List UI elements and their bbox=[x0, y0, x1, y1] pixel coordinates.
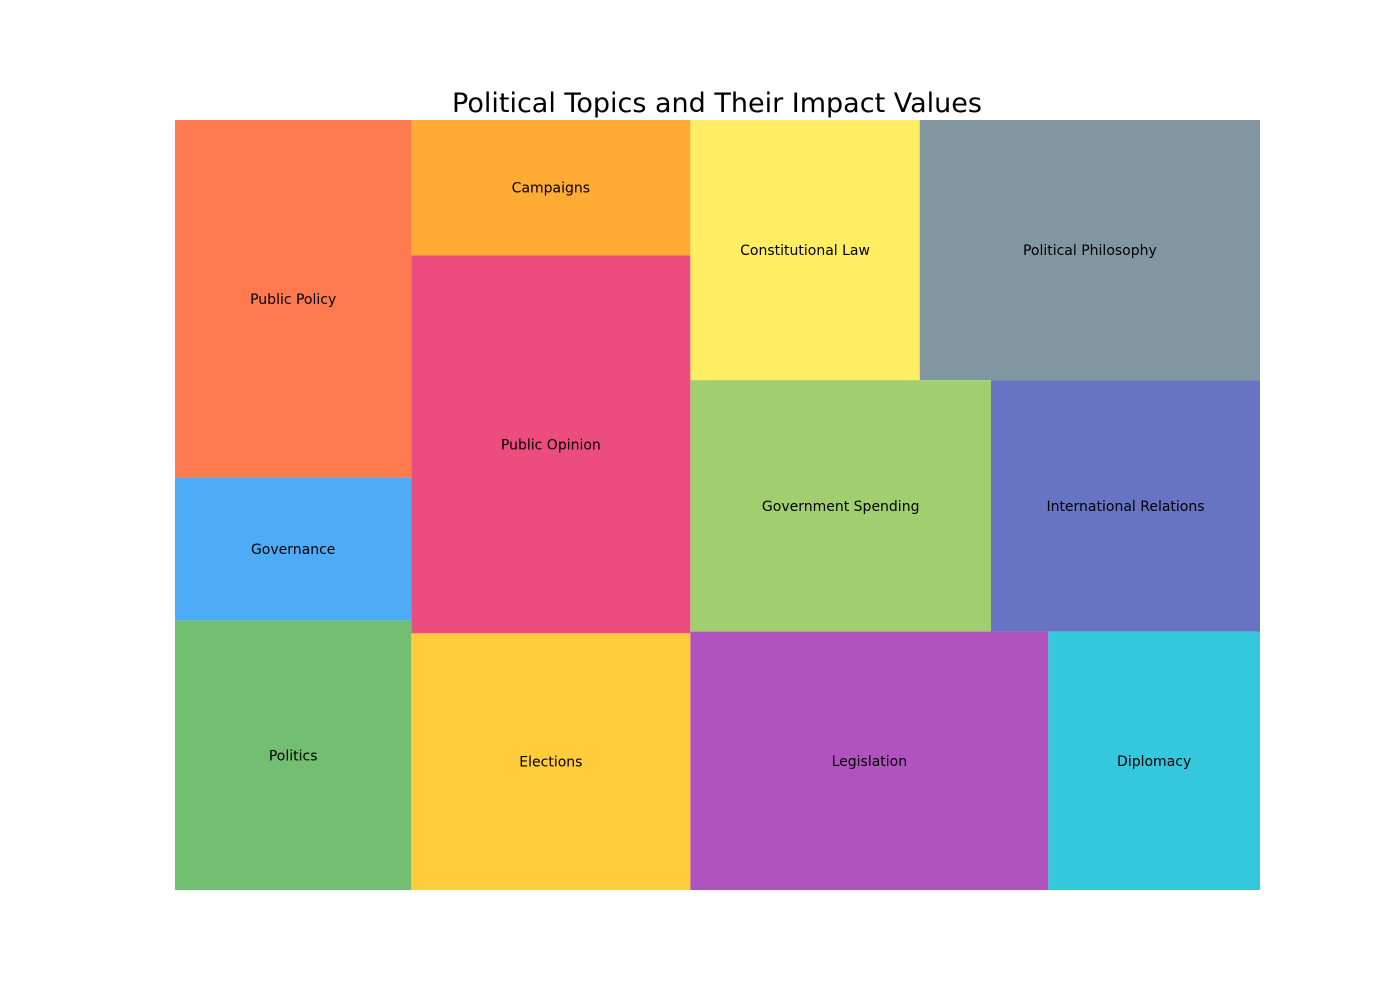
tile-label-constitutional-law: Constitutional Law bbox=[740, 243, 870, 259]
tile-diplomacy bbox=[1048, 631, 1260, 890]
chart-title: Political Topics and Their Impact Values bbox=[452, 88, 982, 119]
tile-label-governance: Governance bbox=[251, 542, 335, 558]
tile-constitutional-law bbox=[690, 120, 920, 381]
tile-public-policy bbox=[175, 120, 412, 478]
tile-international-relations bbox=[991, 380, 1260, 632]
tile-politics bbox=[175, 620, 412, 890]
tile-legislation bbox=[690, 631, 1049, 890]
tile-governance bbox=[175, 477, 412, 621]
tile-label-legislation: Legislation bbox=[832, 754, 908, 770]
tile-government-spending bbox=[690, 380, 992, 632]
tile-political-philosophy bbox=[919, 120, 1260, 381]
tile-label-elections: Elections bbox=[519, 755, 582, 771]
tile-label-politics: Politics bbox=[269, 748, 318, 764]
tile-label-government-spending: Government Spending bbox=[762, 499, 920, 515]
tile-label-diplomacy: Diplomacy bbox=[1117, 754, 1191, 770]
treemap-tiles: Public Policy Governance Politics Campaigns… bbox=[175, 120, 1260, 890]
tile-campaigns bbox=[411, 120, 691, 256]
tile-label-international-relations: International Relations bbox=[1046, 499, 1204, 515]
tile-label-political-philosophy: Political Philosophy bbox=[1023, 243, 1157, 259]
tile-elections bbox=[411, 633, 691, 890]
tile-label-public-policy: Public Policy bbox=[250, 292, 336, 308]
tile-label-campaigns: Campaigns bbox=[512, 181, 590, 197]
tile-label-public-opinion: Public Opinion bbox=[501, 437, 601, 453]
tile-public-opinion bbox=[411, 255, 691, 634]
